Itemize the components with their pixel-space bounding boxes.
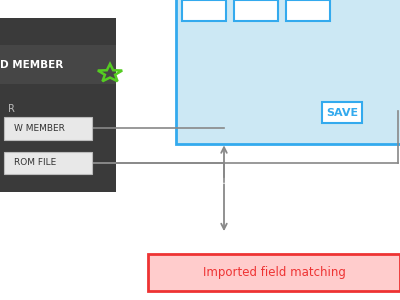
Bar xyxy=(0,45,116,84)
Text: R: R xyxy=(8,104,15,115)
Text: Imported field matching: Imported field matching xyxy=(202,266,346,279)
Bar xyxy=(4,152,92,174)
Bar xyxy=(4,117,92,140)
Bar xyxy=(148,254,400,291)
Bar xyxy=(176,0,400,144)
Bar xyxy=(286,0,330,21)
Bar xyxy=(322,102,362,123)
Text: W MEMBER: W MEMBER xyxy=(14,124,65,133)
Bar xyxy=(0,18,116,192)
Text: D MEMBER: D MEMBER xyxy=(0,59,64,70)
Text: SAVE: SAVE xyxy=(326,107,358,118)
Bar xyxy=(234,0,278,21)
Bar xyxy=(182,0,226,21)
Text: ROM FILE: ROM FILE xyxy=(14,158,56,167)
